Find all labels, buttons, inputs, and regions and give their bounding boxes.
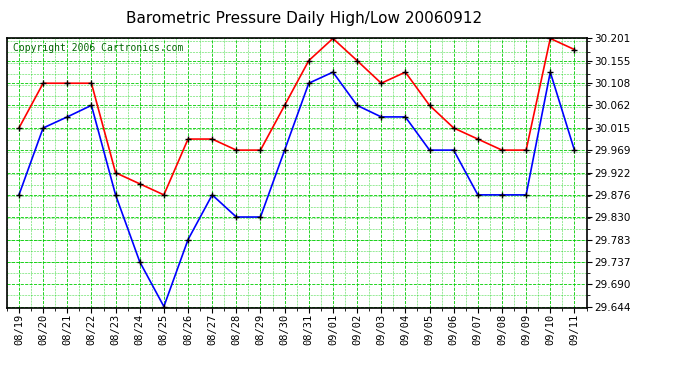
Text: Barometric Pressure Daily High/Low 20060912: Barometric Pressure Daily High/Low 20060… xyxy=(126,11,482,26)
Text: Copyright 2006 Cartronics.com: Copyright 2006 Cartronics.com xyxy=(12,43,183,53)
